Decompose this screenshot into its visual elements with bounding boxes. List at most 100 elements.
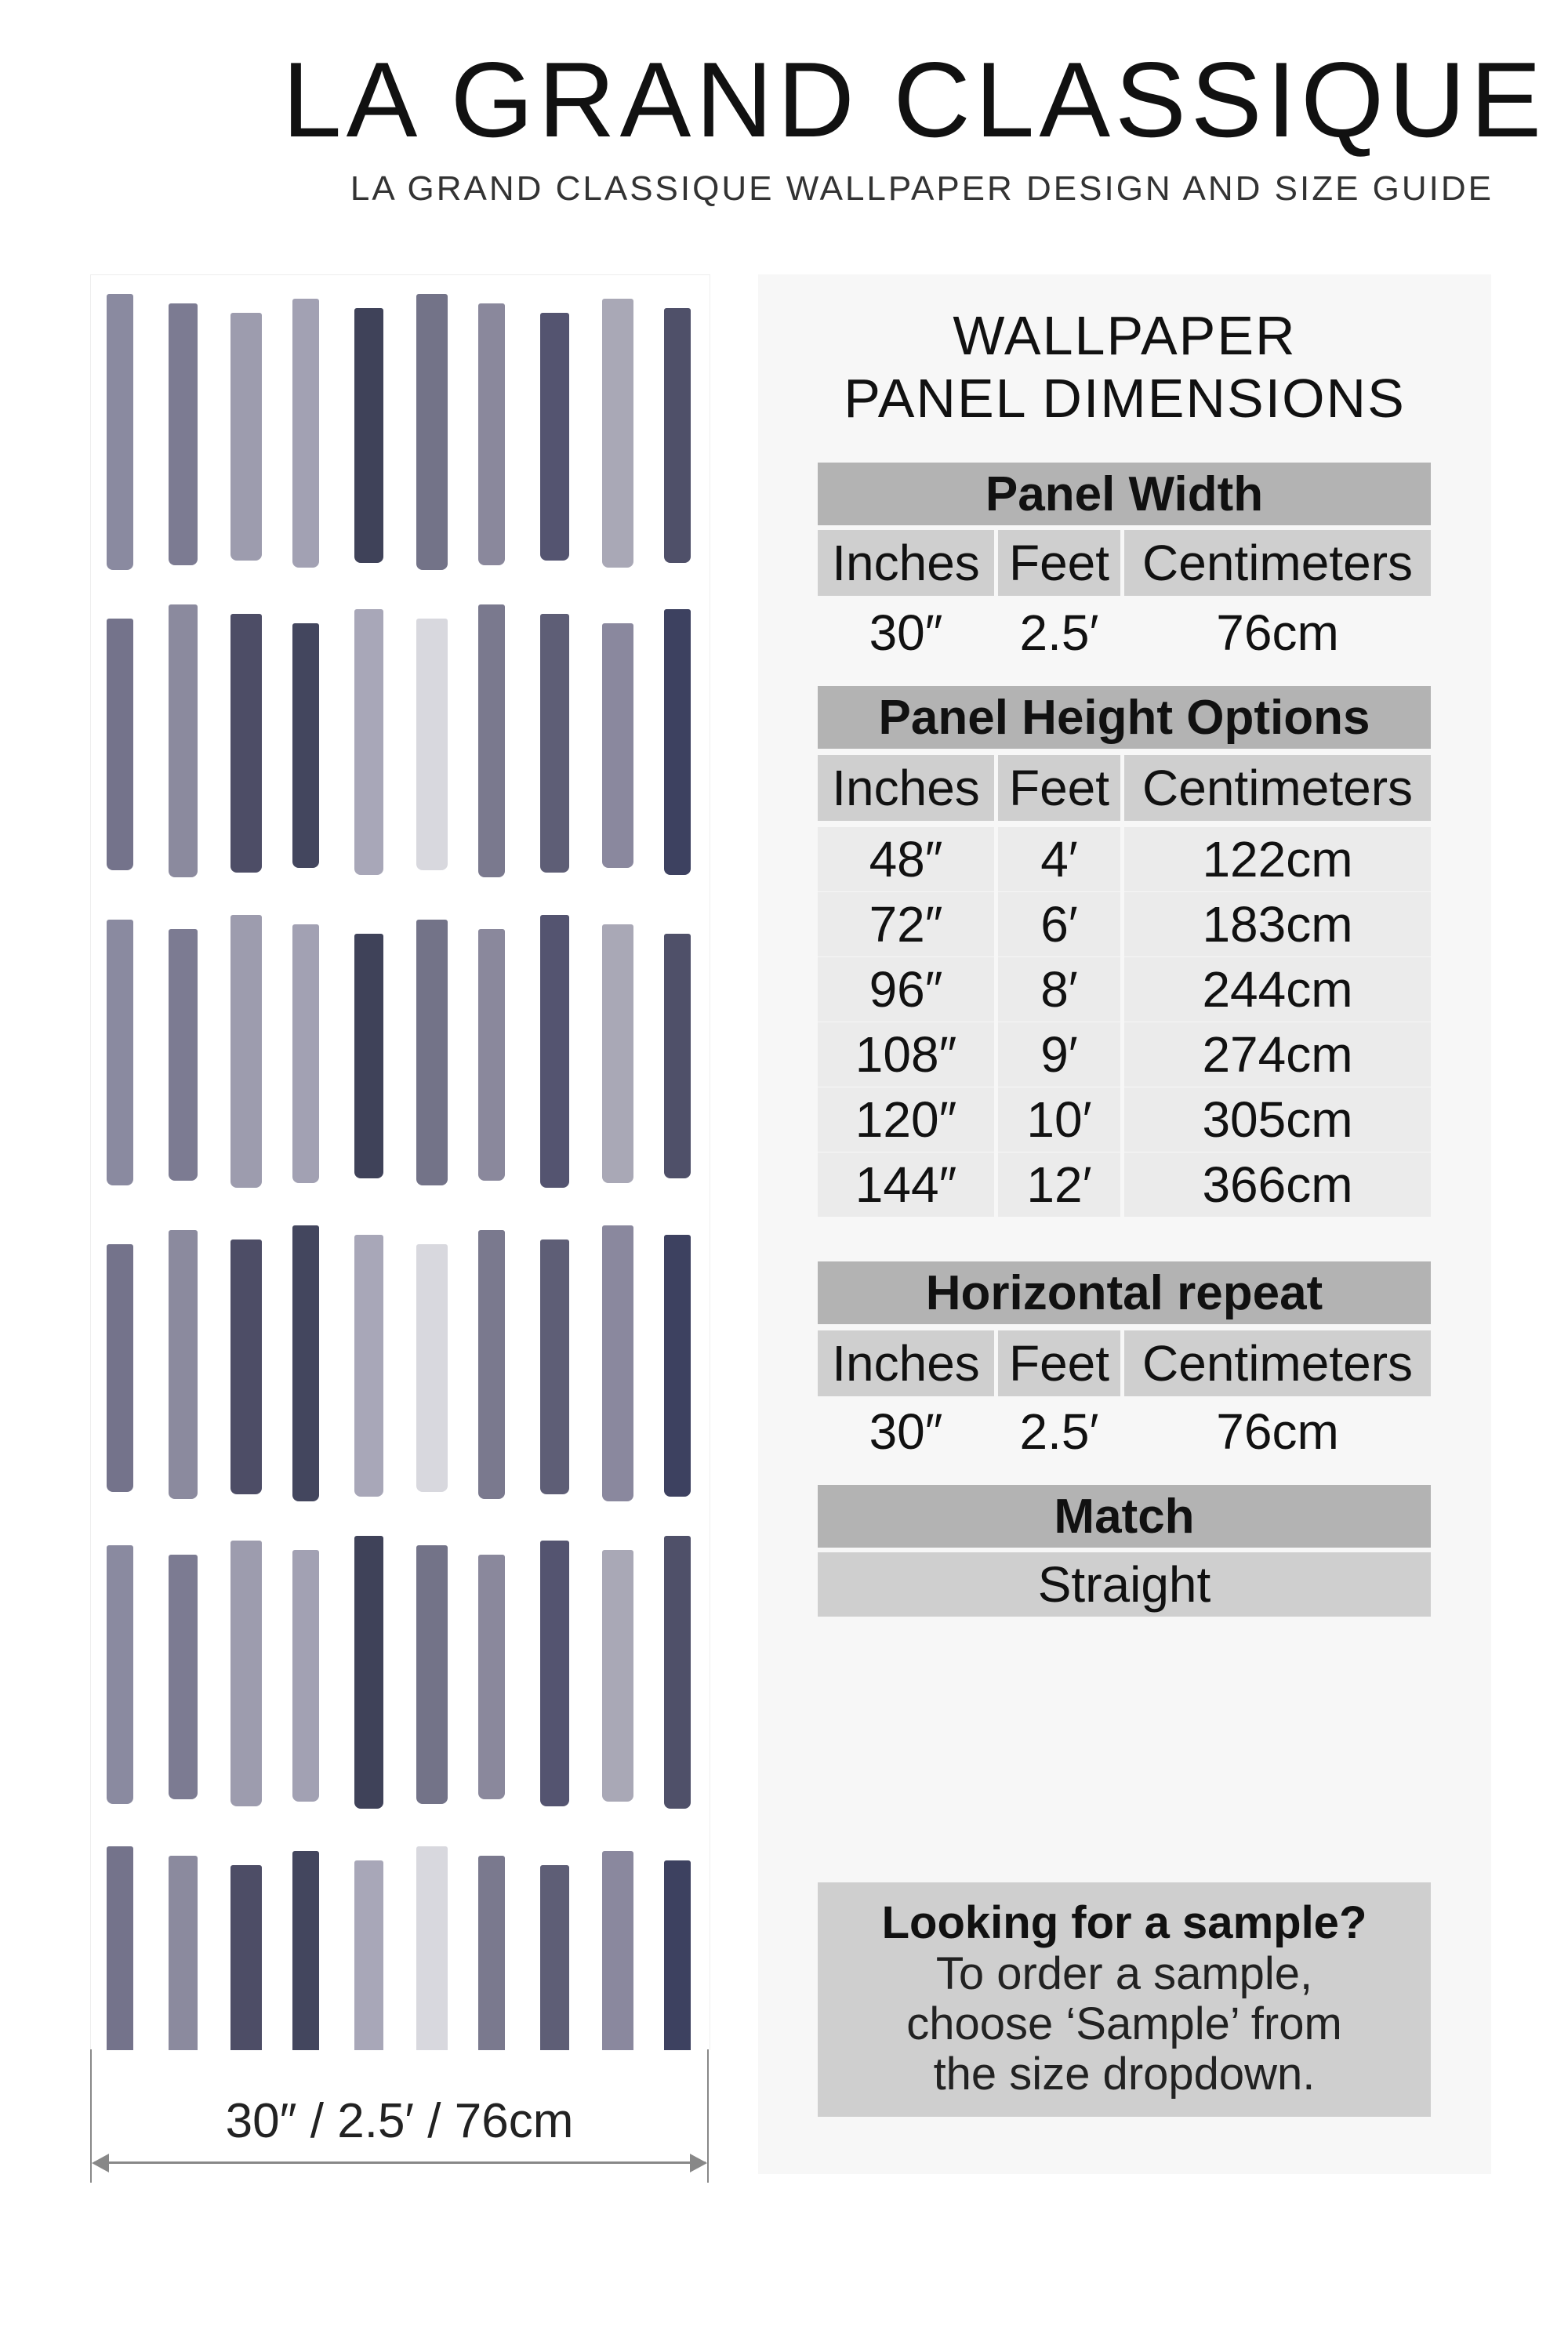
paint-stripe xyxy=(230,313,262,561)
panel-height-heading: Panel Height Options xyxy=(818,686,1431,749)
paint-stripe xyxy=(540,614,569,873)
panel-height-value: 305cm xyxy=(1124,1087,1431,1152)
arrow-right-icon xyxy=(690,2154,707,2172)
horizontal-repeat-value: 2.5′ xyxy=(1019,1403,1099,1460)
dimension-tick-right xyxy=(707,2049,709,2183)
paint-stripe xyxy=(664,1235,691,1497)
panel-height-value: 96″ xyxy=(818,957,994,1022)
paint-stripe xyxy=(169,604,198,877)
sample-info-box: Looking for a sample? To order a sample,… xyxy=(818,1882,1431,2117)
panel-width-value: 2.5′ xyxy=(1019,604,1099,661)
panel-height-value: 274cm xyxy=(1124,1022,1431,1087)
sample-text-line: the size dropdown. xyxy=(933,2049,1316,2100)
panel-width-col-feet: Feet xyxy=(998,530,1120,596)
paint-stripe xyxy=(230,1240,262,1494)
paint-stripe xyxy=(540,1541,569,1806)
arrow-left-icon xyxy=(92,2154,109,2172)
paint-stripe xyxy=(664,1536,691,1809)
match-heading: Match xyxy=(818,1485,1431,1548)
panel-height-value: 10′ xyxy=(998,1087,1120,1152)
panel-width-value: 76cm xyxy=(1216,604,1339,661)
paint-stripe xyxy=(107,294,133,570)
panel-height-value: 108″ xyxy=(818,1022,994,1087)
horizontal-repeat-heading: Horizontal repeat xyxy=(818,1261,1431,1324)
paint-stripe xyxy=(602,1550,633,1802)
panel-height-value: 120″ xyxy=(818,1087,994,1152)
paint-stripe xyxy=(478,1856,505,2050)
paint-stripe xyxy=(478,1230,505,1499)
paint-stripe xyxy=(169,1230,198,1499)
paint-stripe xyxy=(292,623,319,868)
panel-height-value: 9′ xyxy=(998,1022,1120,1087)
paint-stripe xyxy=(540,1240,569,1494)
horizontal-repeat-col-centimeters: Centimeters xyxy=(1124,1330,1431,1396)
panel-height-value: 183cm xyxy=(1124,892,1431,956)
paint-stripe xyxy=(416,619,448,870)
paint-stripe xyxy=(354,934,383,1178)
horizontal-repeat-col-feet: Feet xyxy=(998,1330,1120,1396)
paint-stripe xyxy=(478,303,505,565)
paint-stripe xyxy=(478,604,505,877)
paint-stripe xyxy=(602,299,633,568)
paint-stripe xyxy=(602,924,633,1183)
dimensions-title-line1: WALLPAPER xyxy=(953,305,1297,366)
paint-stripe xyxy=(354,1235,383,1497)
panel-height-value: 144″ xyxy=(818,1152,994,1217)
panel-height-value: 6′ xyxy=(998,892,1120,956)
paint-stripe xyxy=(230,614,262,873)
paint-stripe xyxy=(292,1851,319,2050)
dimension-line xyxy=(94,2161,706,2164)
sample-title: Looking for a sample? xyxy=(881,1897,1367,1948)
paint-stripe xyxy=(602,623,633,868)
paint-stripe xyxy=(169,1555,198,1799)
paint-stripe xyxy=(354,1860,383,2050)
dimensions-title: WALLPAPER PANEL DIMENSIONS xyxy=(758,304,1491,430)
paint-stripe xyxy=(478,929,505,1181)
horizontal-repeat-value: 76cm xyxy=(1216,1403,1339,1460)
paint-stripe xyxy=(230,915,262,1188)
panel-height-value: 4′ xyxy=(998,827,1120,891)
paint-stripe xyxy=(292,1550,319,1802)
horizontal-repeat-value: 30″ xyxy=(869,1403,943,1460)
paint-stripe xyxy=(169,303,198,565)
paint-stripe xyxy=(416,294,448,570)
paint-stripe xyxy=(230,1541,262,1806)
sample-text-line: To order a sample, xyxy=(935,1948,1313,1999)
paint-stripe xyxy=(664,1860,691,2050)
paint-stripe xyxy=(107,920,133,1185)
panel-height-value: 366cm xyxy=(1124,1152,1431,1217)
panel-height-value: 72″ xyxy=(818,892,994,956)
paint-stripe xyxy=(540,1865,569,2050)
paint-stripe xyxy=(230,1865,262,2050)
paint-stripe xyxy=(664,609,691,875)
paint-stripe xyxy=(602,1851,633,2050)
panel-height-col-centimeters: Centimeters xyxy=(1124,755,1431,821)
paint-stripe xyxy=(416,1545,448,1804)
paint-stripe xyxy=(169,929,198,1181)
paint-stripe xyxy=(292,299,319,568)
paint-stripe xyxy=(107,1545,133,1804)
page-subtitle: LA GRAND CLASSIQUE WALLPAPER DESIGN AND … xyxy=(350,169,1494,208)
panel-width-label: 30″ / 2.5′ / 76cm xyxy=(225,2094,574,2148)
paint-stripe xyxy=(664,308,691,563)
panel-height-value: 8′ xyxy=(998,957,1120,1022)
horizontal-repeat-col-inches: Inches xyxy=(818,1330,994,1396)
paint-stripe xyxy=(107,1244,133,1492)
panel-height-value: 244cm xyxy=(1124,957,1431,1022)
dimension-tick-left xyxy=(90,2049,92,2183)
paint-stripe xyxy=(602,1225,633,1501)
paint-stripe xyxy=(107,619,133,870)
paint-stripe xyxy=(292,1225,319,1501)
panel-width-col-centimeters: Centimeters xyxy=(1124,530,1431,596)
panel-height-value: 122cm xyxy=(1124,827,1431,891)
dimensions-title-line2: PANEL DIMENSIONS xyxy=(844,368,1406,429)
paint-stripe xyxy=(107,1846,133,2050)
panel-width-heading: Panel Width xyxy=(818,463,1431,525)
paint-stripe xyxy=(354,1536,383,1809)
panel-height-col-feet: Feet xyxy=(998,755,1120,821)
paint-stripe xyxy=(540,313,569,561)
paint-stripe xyxy=(416,1846,448,2050)
paint-stripe xyxy=(664,934,691,1178)
panel-height-value: 12′ xyxy=(998,1152,1120,1217)
brand-title: LA GRAND CLASSIQUE xyxy=(282,40,1547,159)
